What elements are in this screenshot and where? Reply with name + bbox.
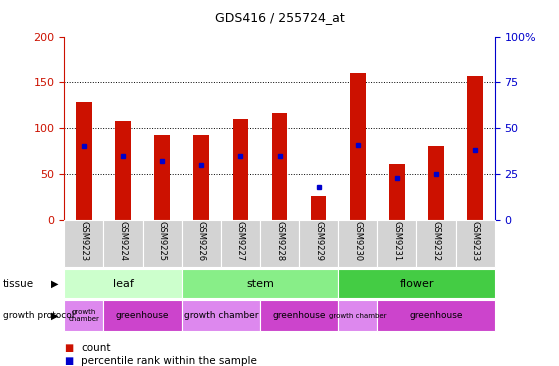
Text: GSM9226: GSM9226	[197, 221, 206, 261]
Bar	[103, 220, 143, 267]
Text: ■: ■	[64, 355, 74, 366]
Bar	[428, 146, 444, 220]
Bar	[64, 269, 182, 298]
Text: tissue: tissue	[3, 279, 34, 289]
Text: stem: stem	[246, 279, 274, 289]
Text: GSM9224: GSM9224	[119, 221, 127, 261]
Bar	[154, 134, 170, 220]
Text: GDS416 / 255724_at: GDS416 / 255724_at	[215, 11, 344, 24]
Bar	[64, 300, 103, 331]
Bar	[377, 220, 416, 267]
Text: growth
chamber: growth chamber	[68, 309, 100, 322]
Bar	[143, 220, 182, 267]
Text: growth chamber: growth chamber	[329, 313, 386, 319]
Text: GSM9228: GSM9228	[275, 221, 284, 261]
Bar	[182, 300, 260, 331]
Bar	[103, 300, 182, 331]
Bar	[260, 300, 338, 331]
Text: greenhouse: greenhouse	[272, 311, 326, 320]
Text: GSM9232: GSM9232	[432, 221, 440, 261]
Bar	[377, 300, 495, 331]
Bar	[338, 220, 377, 267]
Text: count: count	[81, 343, 111, 354]
Bar	[416, 220, 456, 267]
Bar	[299, 220, 338, 267]
Text: GSM9231: GSM9231	[392, 221, 401, 261]
Bar	[311, 196, 326, 220]
Text: growth chamber: growth chamber	[183, 311, 258, 320]
Text: percentile rank within the sample: percentile rank within the sample	[81, 355, 257, 366]
Bar	[456, 220, 495, 267]
Bar	[221, 220, 260, 267]
Text: growth protocol: growth protocol	[3, 311, 74, 320]
Bar	[467, 76, 483, 220]
Text: greenhouse: greenhouse	[409, 311, 463, 320]
Bar	[115, 121, 131, 220]
Text: ▶: ▶	[51, 279, 59, 289]
Bar	[64, 220, 103, 267]
Bar	[272, 112, 287, 220]
Text: ■: ■	[64, 343, 74, 354]
Bar	[350, 73, 366, 220]
Text: GSM9233: GSM9233	[471, 221, 480, 261]
Bar	[389, 164, 405, 220]
Bar	[260, 220, 299, 267]
Bar	[338, 269, 495, 298]
Text: GSM9223: GSM9223	[79, 221, 88, 261]
Text: GSM9225: GSM9225	[158, 221, 167, 261]
Text: flower: flower	[399, 279, 434, 289]
Bar	[338, 300, 377, 331]
Text: GSM9227: GSM9227	[236, 221, 245, 261]
Bar	[76, 102, 92, 220]
Text: GSM9230: GSM9230	[353, 221, 362, 261]
Bar	[182, 269, 338, 298]
Text: ▶: ▶	[51, 311, 59, 321]
Text: leaf: leaf	[112, 279, 134, 289]
Text: greenhouse: greenhouse	[116, 311, 169, 320]
Bar	[193, 135, 209, 220]
Bar	[233, 119, 248, 220]
Text: GSM9229: GSM9229	[314, 221, 323, 261]
Bar	[182, 220, 221, 267]
